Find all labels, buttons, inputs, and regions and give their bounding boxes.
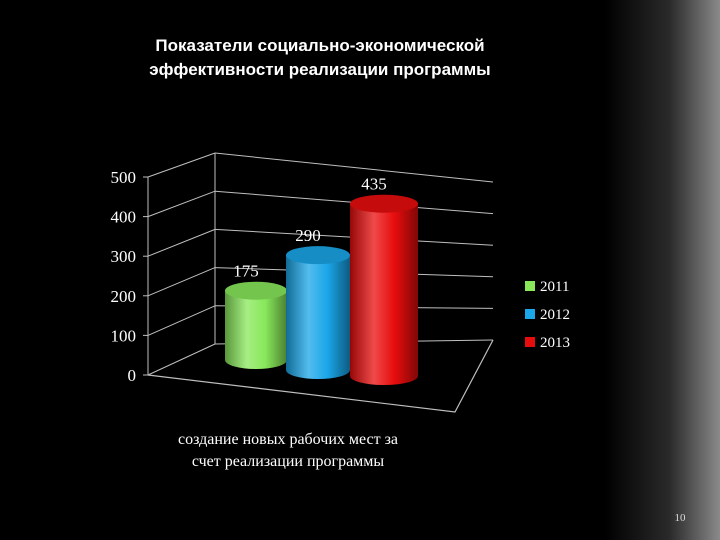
data-label-2013: 435 [361,175,387,194]
legend-swatch-2012 [525,309,535,319]
legend-item-2013: 2013 [525,335,570,351]
data-labels: 175 290 435 [233,175,387,281]
bar-top-2011 [225,281,287,300]
y-tick-label: 100 [111,326,137,345]
bar-2011 [225,281,287,369]
y-tick-label: 200 [111,287,137,306]
bar-body-2012 [286,255,350,379]
legend-item-2011: 2011 [525,279,569,295]
gridline-back [214,152,494,183]
gridline-side [147,305,216,336]
x-category-label-line-1: создание новых рабочих мест за [178,431,398,448]
bar-top-2013 [350,194,418,213]
y-tick-label: 300 [111,247,137,266]
legend-swatch-2011 [525,281,535,291]
bar-body-2011 [225,290,287,369]
chart-bars [225,194,418,385]
legend: 2011 2012 2013 [525,279,570,351]
slide-title-line-1: Показатели социально-экономической [155,36,485,55]
x-axis-category-label: создание новых рабочих мест за счет реал… [178,431,398,470]
gridline-side [147,190,216,218]
y-tick-label: 0 [128,366,137,385]
gridline-side [147,228,216,257]
slide-title-line-2: эффективности реализации программы [149,60,491,79]
legend-label-2011: 2011 [540,279,569,295]
gridline-side [147,267,216,297]
y-tick-label: 500 [111,168,137,187]
x-category-label-line-2: счет реализации программы [192,453,385,470]
chart-floor-edge [147,339,494,413]
legend-label-2012: 2012 [540,307,570,323]
gridline-side [147,152,216,178]
y-axis-ticks: 0 100 200 300 400 500 [111,168,137,385]
data-label-2012: 290 [295,226,321,245]
gridline-side [147,343,216,376]
legend-label-2013: 2013 [540,335,570,351]
bar-2013 [350,194,418,385]
legend-item-2012: 2012 [525,307,570,323]
data-label-2011: 175 [233,262,259,281]
slide-title: Показатели социально-экономической эффек… [60,34,580,82]
legend-swatch-2013 [525,337,535,347]
y-tick-label: 400 [111,208,137,227]
slide-number: 10 [674,512,686,524]
bar-top-2012 [286,246,350,265]
bar-2012 [286,246,350,379]
bar-body-2013 [350,203,418,385]
